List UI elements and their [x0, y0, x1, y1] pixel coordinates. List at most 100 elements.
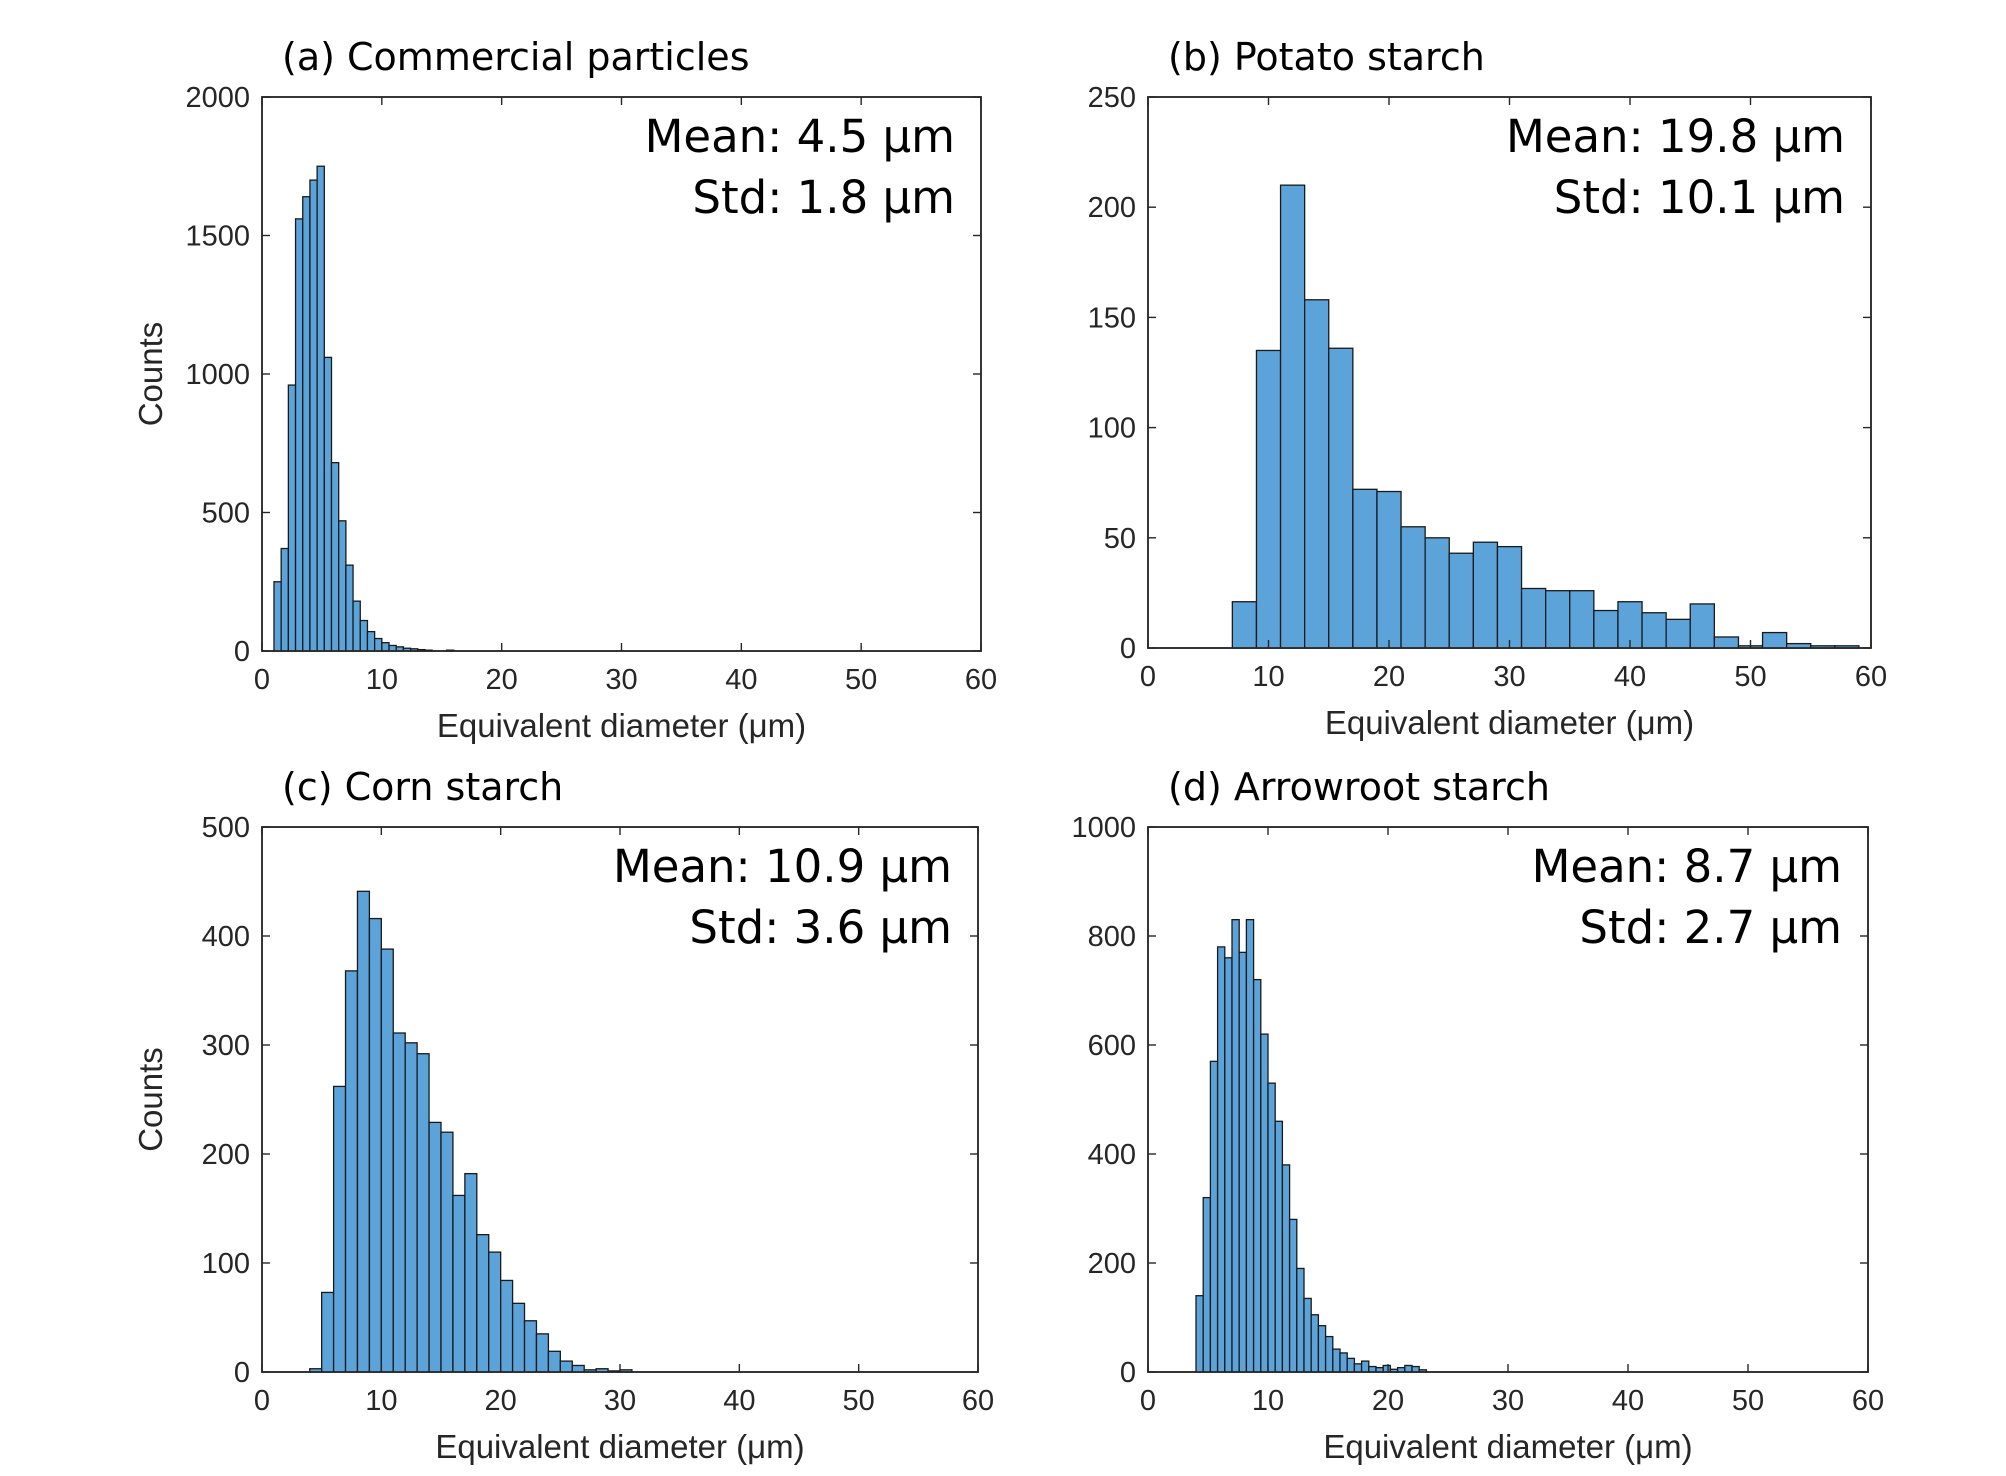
x-tick-label: 50 [845, 664, 877, 696]
histogram-bar [1279, 184, 1306, 649]
x-tick-label: 20 [1373, 661, 1405, 693]
y-tick-label: 600 [1088, 1030, 1136, 1062]
histogram-bar [356, 890, 371, 1373]
mean-annotation: Mean: 8.7 μm [1532, 840, 1842, 893]
histogram-bar [404, 1042, 418, 1373]
histogram-bar [1520, 587, 1547, 649]
histogram-bar [1689, 603, 1716, 649]
histogram-bar [1713, 636, 1740, 649]
histogram-bar [1195, 1295, 1204, 1373]
histogram-bar [1360, 1360, 1370, 1373]
std-annotation: Std: 10.1 μm [1554, 171, 1845, 224]
histogram-bar [1545, 590, 1571, 649]
panel-title: (c) Corn starch [282, 765, 563, 809]
histogram-bar [1346, 1357, 1356, 1373]
panel-c: 0 10 20 30 40 50 60 0 100 200 300 400 500 Equivalent … [132, 765, 994, 1465]
histogram-bar [500, 1279, 514, 1373]
panel-b: 0 10 20 30 40 50 60 0 50 100 150 200 250 Equivalent d… [1088, 35, 1888, 741]
histogram-bar [428, 1121, 442, 1373]
mean-annotation: Mean: 4.5 μm [645, 110, 955, 163]
std-annotation: Std: 3.6 μm [689, 901, 952, 954]
mean-annotation: Mean: 19.8 μm [1506, 110, 1845, 163]
y-tick-label: 400 [202, 921, 250, 953]
x-tick-label: 30 [604, 1385, 636, 1417]
histogram-bar [1404, 1364, 1413, 1373]
panel-a: 0 10 20 30 40 50 60 0 500 1000 1500 2000 Equivalent … [132, 35, 997, 744]
histogram-bar [381, 642, 390, 652]
histogram-bar [366, 630, 376, 652]
histogram-bar [1317, 1325, 1327, 1373]
histogram-bar [1339, 1352, 1348, 1373]
x-tick-label: 60 [1852, 1385, 1884, 1417]
histogram-bar [1252, 978, 1262, 1373]
y-tick-label: 0 [1120, 633, 1136, 665]
histogram-bar [359, 619, 369, 652]
histogram-bar [1202, 1196, 1212, 1373]
histogram-bar [338, 520, 347, 652]
histogram-bar [1368, 1365, 1377, 1373]
y-tick-label: 50 [1104, 523, 1136, 555]
histogram-bar [392, 1032, 406, 1373]
histogram-bar [535, 1333, 550, 1373]
x-tick-label: 60 [1855, 661, 1887, 693]
histogram-bar [309, 179, 318, 652]
x-tick-label: 20 [486, 664, 518, 696]
panel-title: (a) Commercial particles [282, 35, 750, 79]
y-tick-label: 300 [202, 1030, 250, 1062]
histogram-bar [547, 1350, 561, 1373]
histogram-bar [1281, 1164, 1291, 1373]
histogram-bar [523, 1320, 538, 1373]
panel-d: 0 10 20 30 40 50 6002004006008001000Equivalent… [1071, 765, 1884, 1465]
x-tick-label: 30 [605, 664, 637, 696]
histogram-bar [1296, 1267, 1305, 1373]
histogram-bar [1496, 545, 1523, 649]
y-tick-label: 150 [1088, 302, 1136, 334]
histogram-bar [1260, 1033, 1269, 1373]
histogram-bar [464, 1172, 478, 1373]
histogram-bar [559, 1360, 573, 1373]
histogram-bar [1424, 537, 1450, 649]
histogram-bar [1216, 946, 1226, 1373]
histogram-bar [1328, 347, 1354, 649]
histogram-bar [1332, 1348, 1341, 1373]
histogram-bar [1411, 1365, 1420, 1373]
histogram-bar [380, 948, 394, 1373]
histogram-bar [1472, 541, 1499, 649]
histogram-bar [316, 165, 325, 652]
y-tick-label: 500 [202, 812, 250, 844]
panel-title: (d) Arrowroot starch [1168, 765, 1550, 809]
y-tick-label: 100 [202, 1248, 250, 1280]
histogram-bar [1569, 590, 1595, 649]
histogram-bar [332, 1085, 347, 1373]
y-tick-label: 0 [234, 636, 250, 668]
histogram-bar [1352, 488, 1378, 649]
histogram-bar [1267, 1082, 1276, 1373]
y-tick-label: 500 [202, 498, 250, 530]
y-tick-label: 250 [1088, 82, 1136, 114]
x-tick-label: 30 [1493, 661, 1525, 693]
y-tick-label: 0 [234, 1357, 250, 1389]
histogram-bar [373, 637, 383, 652]
histogram-bar [1593, 609, 1619, 649]
histogram-bar [1324, 1335, 1334, 1373]
y-tick-label: 1500 [185, 221, 250, 253]
y-tick-label: 800 [1088, 921, 1136, 953]
histogram-bar [1400, 526, 1426, 649]
histogram-bar [1224, 957, 1233, 1373]
histogram-bar [321, 1291, 335, 1373]
x-tick-label: 50 [1732, 1385, 1764, 1417]
x-tick-label: 0 [1140, 661, 1156, 693]
histogram-bar [1209, 1060, 1219, 1373]
x-tick-label: 50 [1734, 661, 1766, 693]
histogram-bar [440, 1131, 454, 1373]
histogram-bar [1231, 601, 1258, 649]
x-tick-label: 10 [1252, 1385, 1284, 1417]
histogram-bar [345, 564, 354, 652]
histogram-bar [1665, 618, 1691, 649]
x-tick-label: 10 [365, 1385, 397, 1417]
x-tick-label: 40 [1612, 1385, 1644, 1417]
x-tick-label: 0 [1140, 1385, 1156, 1417]
y-tick-label: 200 [1088, 192, 1136, 224]
histogram-bar [302, 196, 311, 652]
